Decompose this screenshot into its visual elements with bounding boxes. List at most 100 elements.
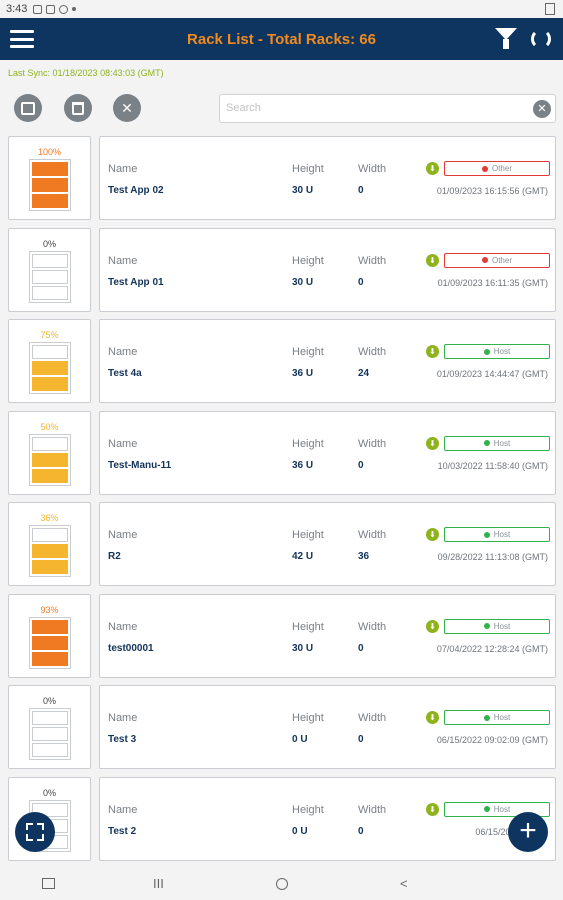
- download-icon[interactable]: ⬇: [426, 253, 439, 267]
- height-label: Height: [292, 254, 324, 267]
- utilization-percent: 75%: [40, 330, 59, 340]
- download-icon[interactable]: ⬇: [426, 162, 439, 175]
- page-title: Rack List - Total Racks: 66: [187, 31, 376, 48]
- rack-card[interactable]: Name Height Width Test 4a 36 U 24 ⬇ Host 01/09/2…: [99, 319, 556, 403]
- rack-unit: [32, 727, 68, 741]
- rack-height: 0 U: [292, 734, 308, 745]
- inventory-icon[interactable]: [14, 94, 42, 122]
- height-label: Height: [292, 163, 324, 175]
- type-badge: Host: [444, 344, 550, 359]
- rack-height: 30 U: [292, 642, 314, 654]
- rack-height: 30 U: [292, 276, 314, 288]
- rack-utilization-visual[interactable]: 75%: [8, 319, 91, 403]
- name-label: Name: [108, 620, 138, 633]
- rack-name: test00001: [108, 642, 154, 654]
- search-input[interactable]: [220, 95, 510, 121]
- name-label: Name: [108, 163, 138, 175]
- rack-unit: [32, 635, 68, 650]
- width-label: Width: [358, 254, 387, 267]
- rack-utilization-visual[interactable]: 93%: [8, 593, 91, 678]
- refresh-icon[interactable]: [529, 27, 553, 51]
- rack-width: 36: [358, 551, 370, 562]
- keyboard-icon[interactable]: [42, 878, 55, 889]
- back-icon[interactable]: <: [400, 876, 408, 891]
- rack-card[interactable]: Name Height Width R2 42 U 36 ⬇ Host 09/28/2022 1…: [99, 502, 556, 586]
- rack-timestamp: 06/15/2022 09:02:09 (GMT): [436, 735, 548, 745]
- rack-utilization-visual[interactable]: 50%: [8, 410, 91, 495]
- width-label: Width: [358, 803, 387, 816]
- hamburger-icon[interactable]: [10, 28, 34, 50]
- download-icon[interactable]: ⬇: [426, 345, 439, 358]
- rack-timestamp: 07/04/2022 12:28:24 (GMT): [436, 643, 548, 654]
- download-icon[interactable]: ⬇: [426, 619, 439, 633]
- rack-row[interactable]: 0% Name Height Width Test App 01 30 U 0 ⬇ Other 0…: [0, 227, 563, 314]
- rack-width: 0: [358, 825, 364, 837]
- utilization-percent: 0%: [42, 238, 56, 249]
- rack-height: 36 U: [292, 459, 314, 471]
- type-label: Other: [491, 255, 512, 265]
- scan-button[interactable]: [15, 812, 55, 852]
- rack-utilization-visual[interactable]: 0%: [8, 685, 91, 769]
- download-icon[interactable]: ⬇: [426, 711, 439, 724]
- type-badge: Other: [444, 161, 550, 176]
- status-dot-icon: [481, 257, 488, 263]
- name-label: Name: [108, 712, 138, 724]
- rack-card[interactable]: Name Height Width Test App 02 30 U 0 ⬇ Other 01/…: [99, 136, 556, 220]
- rack-stack: [29, 342, 71, 394]
- status-dot-icon: [483, 714, 490, 721]
- rack-row[interactable]: 50% Name Height Width Test-Manu-11 36 U 0 ⬇ Host…: [0, 410, 563, 497]
- rack-unit: [32, 452, 68, 467]
- type-label: Host: [493, 713, 511, 722]
- rack-row[interactable]: 75% Name Height Width Test 4a 36 U 24 ⬇ Host 01/0…: [0, 319, 563, 405]
- type-badge: Host: [444, 710, 550, 725]
- rack-stack: [29, 433, 71, 486]
- utilization-percent: 100%: [37, 147, 62, 157]
- rack-height: 36 U: [292, 368, 314, 379]
- add-rack-button[interactable]: +: [508, 812, 548, 852]
- rack-unit: [32, 269, 68, 284]
- type-badge: Host: [444, 801, 550, 817]
- trash-icon[interactable]: [64, 94, 92, 122]
- rack-row[interactable]: 0% Name Height Width Test 3 0 U 0 ⬇ Host 06/15/20…: [0, 685, 563, 771]
- rack-card[interactable]: Name Height Width Test 3 0 U 0 ⬇ Host 06/15/2022…: [99, 685, 556, 769]
- last-sync-label: Last Sync: 01/18/2023 08:43:03 (GMT): [8, 68, 164, 78]
- rack-unit: [32, 711, 68, 725]
- rack-width: 0: [358, 459, 364, 471]
- download-icon[interactable]: ⬇: [426, 802, 439, 816]
- rack-row[interactable]: 100% Name Height Width Test App 02 30 U 0 ⬇ Othe…: [0, 136, 563, 222]
- height-label: Height: [292, 529, 324, 541]
- rack-width: 24: [358, 368, 370, 379]
- name-label: Name: [108, 346, 138, 358]
- rack-row[interactable]: 36% Name Height Width R2 42 U 36 ⬇ Host 09/28/202…: [0, 502, 563, 588]
- plus-icon: +: [519, 814, 537, 847]
- rack-row[interactable]: 93% Name Height Width test00001 30 U 0 ⬇ Host 07/…: [0, 593, 563, 680]
- utilization-percent: 36%: [40, 513, 59, 523]
- close-icon[interactable]: ✕: [113, 94, 141, 122]
- clear-icon[interactable]: ✕: [533, 100, 551, 118]
- rack-utilization-visual[interactable]: 0%: [8, 227, 91, 312]
- rack-name: Test 2: [108, 825, 137, 837]
- rack-stack: [29, 708, 71, 760]
- rack-unit: [32, 377, 68, 391]
- battery-icon: [545, 3, 555, 15]
- rack-card[interactable]: Name Height Width test00001 30 U 0 ⬇ Host 07/04/…: [99, 593, 556, 678]
- recents-icon[interactable]: III: [153, 876, 164, 891]
- rack-unit: [32, 528, 68, 542]
- rack-width: 0: [358, 185, 364, 196]
- download-icon[interactable]: ⬇: [426, 436, 439, 450]
- rack-utilization-visual[interactable]: 36%: [8, 502, 91, 586]
- rack-unit: [32, 178, 68, 192]
- download-icon[interactable]: ⬇: [426, 528, 439, 541]
- status-dot-icon: [481, 165, 488, 172]
- rack-card[interactable]: Name Height Width Test App 01 30 U 0 ⬇ Other 01/…: [99, 227, 556, 312]
- rack-name: Test-Manu-11: [108, 459, 172, 471]
- search-box: ✕: [219, 94, 556, 123]
- rack-utilization-visual[interactable]: 100%: [8, 136, 91, 220]
- rack-unit: [32, 345, 68, 359]
- type-label: Host: [493, 347, 511, 356]
- filter-icon[interactable]: [495, 28, 517, 50]
- home-icon[interactable]: [276, 878, 288, 890]
- rack-card[interactable]: Name Height Width Test-Manu-11 36 U 0 ⬇ Host 10/…: [99, 410, 556, 495]
